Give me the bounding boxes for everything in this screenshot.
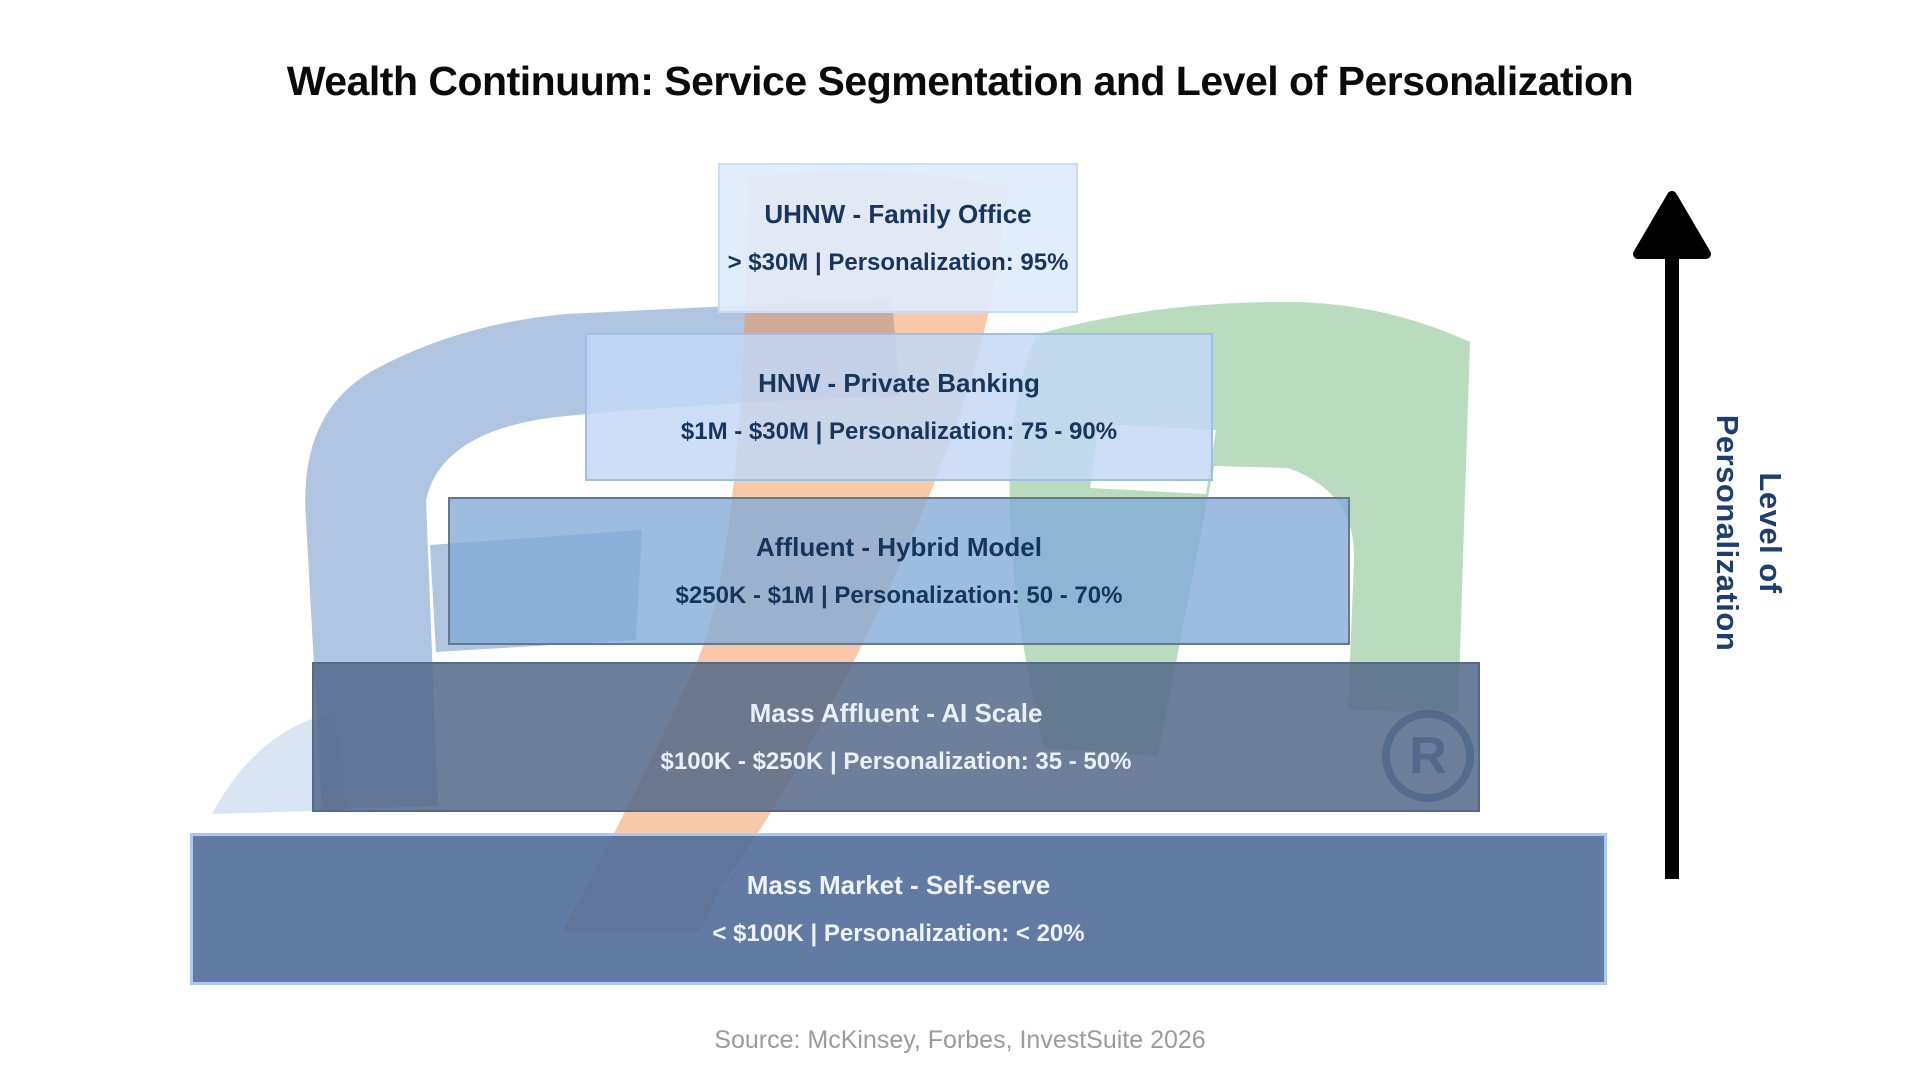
tier-detail: < $100K | Personalization: < 20% xyxy=(712,920,1085,947)
tier-detail: $1M - $30M | Personalization: 75 - 90% xyxy=(680,418,1118,445)
source-note: Source: McKinsey, Forbes, InvestSuite 20… xyxy=(714,1026,1206,1054)
tier-hnw-private-banking: HNW - Private Banking $1M - $30M | Perso… xyxy=(585,333,1213,481)
registered-trademark-icon: R xyxy=(1382,710,1474,802)
page-title: Wealth Continuum: Service Segmentation a… xyxy=(286,58,1634,104)
tier-detail: $100K - $250K | Personalization: 35 - 50… xyxy=(660,748,1132,775)
tier-label: Affluent - Hybrid Model xyxy=(756,532,1042,562)
axis-label-line1: Level of xyxy=(1753,472,1788,594)
tier-affluent-hybrid: Affluent - Hybrid Model $250K - $1M | Pe… xyxy=(448,497,1350,645)
registered-trademark-letter: R xyxy=(1409,727,1447,785)
tier-detail: > $30M | Personalization: 95% xyxy=(727,249,1069,276)
tier-uhnw-family-office: UHNW - Family Office > $30M | Personaliz… xyxy=(718,163,1078,313)
tier-label: HNW - Private Banking xyxy=(758,368,1040,398)
arrow-shaft xyxy=(1665,238,1679,879)
tier-label: UHNW - Family Office xyxy=(764,199,1032,229)
tier-label: Mass Market - Self-serve xyxy=(746,870,1051,900)
tier-detail: $250K - $1M | Personalization: 50 - 70% xyxy=(675,582,1123,609)
arrow-up-icon xyxy=(1633,191,1711,259)
watermark-blue-shape xyxy=(305,298,900,810)
tier-mass-affluent: Mass Affluent - AI Scale $100K - $250K |… xyxy=(312,662,1480,812)
axis-label-line2: Personalization xyxy=(1710,414,1745,652)
tier-mass-market: Mass Market - Self-serve < $100K | Perso… xyxy=(190,833,1607,985)
axis-label-level-of-personalization: Level of Personalization xyxy=(1704,333,1792,733)
tier-label: Mass Affluent - AI Scale xyxy=(749,698,1043,728)
